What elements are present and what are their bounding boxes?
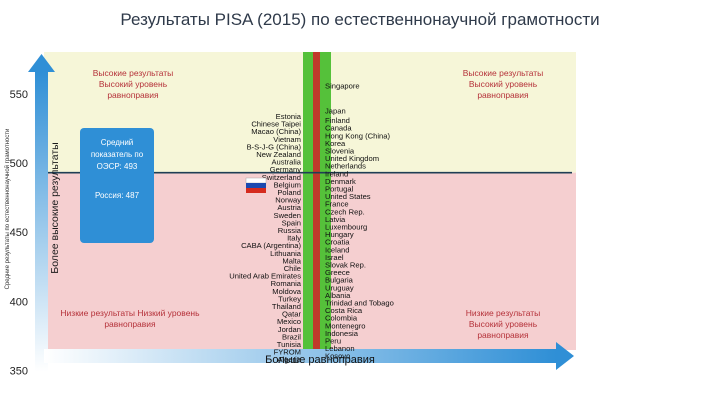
country-label: Turkey — [278, 294, 301, 303]
y-axis-label: Более высокие результаты — [49, 142, 61, 274]
oecd-mean-text: Средний показатель по ОЭСР: 493 — [90, 138, 144, 171]
country-label: Czech Rep. — [325, 207, 365, 216]
quadrant-top-right-label: Высокие результаты Высокий уровень равно… — [462, 68, 544, 100]
country-label: Denmark — [325, 177, 356, 186]
country-label: France — [325, 200, 349, 209]
country-label: Netherlands — [325, 162, 366, 171]
country-label: Canada — [325, 124, 352, 133]
y-axis-arrow — [28, 54, 55, 372]
country-label: United Arab Emirates — [229, 272, 301, 281]
country-label: FYROM — [274, 348, 301, 357]
country-label: Iceland — [325, 245, 350, 254]
country-label: Singapore — [325, 82, 360, 91]
country-label: Slovak Rep. — [325, 261, 366, 270]
country-label: Korea — [325, 139, 346, 148]
country-label: Greece — [325, 268, 350, 277]
country-label: Indonesia — [325, 329, 359, 338]
country-label: Ireland — [325, 169, 348, 178]
chart-title: Результаты PISA (2015) по естественнонау… — [120, 10, 600, 29]
country-label: Lebanon — [325, 344, 355, 353]
country-label: Albania — [325, 291, 351, 300]
country-label: Latvia — [325, 215, 346, 224]
band-green-left — [303, 52, 313, 350]
x-arrow-shaft — [44, 349, 556, 363]
y-arrow-head — [28, 54, 55, 72]
country-label: United States — [325, 192, 371, 201]
y-axis-outer-label: Средние результаты по естественнонаучной… — [5, 128, 11, 290]
country-label: Chile — [284, 264, 301, 273]
y-tick-label: 550 — [10, 89, 28, 101]
country-label: Romania — [271, 279, 302, 288]
country-label: Portugal — [325, 185, 354, 194]
country-label: Norway — [275, 196, 301, 205]
country-label: Costa Rica — [325, 306, 363, 315]
quadrant-bottom-left-label: Низкие результаты Низкий уровень равнопр… — [60, 308, 200, 329]
quadrant-bottom-right-label: Низкие результаты Высокий уровень равноп… — [465, 308, 541, 340]
country-label: Mexico — [277, 317, 301, 326]
country-label: Tunisia — [277, 340, 302, 349]
country-label: Macao (China) — [251, 127, 301, 136]
x-arrow-head — [556, 342, 574, 370]
country-label: Finland — [325, 116, 350, 125]
country-label: Germany — [270, 165, 301, 174]
country-label: Trinidad and Tobago — [325, 299, 394, 308]
russia-score-text: Россия: 487 — [94, 191, 140, 200]
country-label: Japan — [325, 106, 346, 115]
country-label: Vietnam — [273, 135, 301, 144]
y-arrow-shaft — [35, 72, 48, 372]
country-label: Italy — [287, 234, 301, 243]
country-label: Belgium — [274, 180, 301, 189]
x-axis-label: Больше равноправия — [265, 354, 375, 366]
x-axis-arrow: Больше равноправия — [44, 342, 574, 370]
country-label: Luxembourg — [325, 223, 367, 232]
country-label: Lithuania — [270, 249, 302, 258]
country-label: Hong Kong (China) — [325, 131, 390, 140]
country-label: Poland — [277, 188, 301, 197]
country-label: Estonia — [276, 112, 302, 121]
country-label: B-S-J-G (China) — [247, 142, 302, 151]
country-label: Australia — [271, 158, 301, 167]
country-label: Brazil — [282, 332, 301, 341]
russia-flag-icon — [245, 177, 267, 193]
country-label: Austria — [277, 203, 301, 212]
country-label: Chinese Taipei — [251, 120, 301, 129]
country-label: Switzerland — [262, 173, 301, 182]
country-label: Uruguay — [325, 283, 354, 292]
country-label: Jordan — [278, 325, 301, 334]
y-tick-label: 450 — [10, 227, 28, 239]
band-red-center — [313, 52, 320, 350]
country-label: United Kingdom — [325, 154, 379, 163]
country-label: Thailand — [272, 302, 301, 311]
country-label: Hungary — [325, 230, 354, 239]
country-label: New Zealand — [256, 150, 301, 159]
country-label: Sweden — [274, 211, 301, 220]
y-tick-label: 500 — [10, 158, 28, 170]
band-green-right — [320, 52, 331, 350]
country-label: Peru — [325, 337, 341, 346]
y-tick-label: 350 — [10, 365, 28, 377]
y-tick-label: 400 — [10, 296, 28, 308]
country-label: Moldova — [272, 287, 301, 296]
country-label: Spain — [282, 218, 301, 227]
country-label: CABA (Argentina) — [241, 241, 301, 250]
country-label: Malta — [282, 256, 301, 265]
country-label: Russia — [278, 226, 302, 235]
quadrant-top-left-label: Высокие результаты Высокий уровень равно… — [92, 68, 174, 100]
country-label: Qatar — [282, 310, 301, 319]
country-label: Colombia — [325, 314, 358, 323]
country-label: Montenegro — [325, 321, 366, 330]
country-label: Bulgaria — [325, 276, 354, 285]
country-label: Slovenia — [325, 147, 355, 156]
country-label: Kosovo — [325, 352, 350, 361]
country-label: Israel — [325, 253, 344, 262]
y-tick-labels: 550 500 450 400 350 — [10, 89, 28, 378]
country-label: Croatia — [325, 238, 350, 247]
oecd-info-box: Средний показатель по ОЭСР: 493 Россия: … — [80, 128, 154, 243]
country-label: Algeria — [277, 355, 301, 364]
